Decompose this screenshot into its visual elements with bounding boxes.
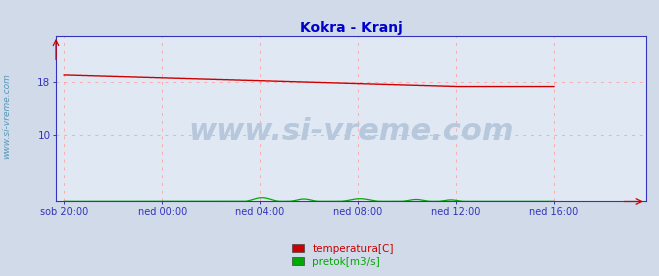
Text: www.si-vreme.com: www.si-vreme.com xyxy=(188,117,514,147)
Text: www.si-vreme.com: www.si-vreme.com xyxy=(2,73,11,159)
Legend: temperatura[C], pretok[m3/s]: temperatura[C], pretok[m3/s] xyxy=(287,239,398,271)
Title: Kokra - Kranj: Kokra - Kranj xyxy=(300,21,402,35)
